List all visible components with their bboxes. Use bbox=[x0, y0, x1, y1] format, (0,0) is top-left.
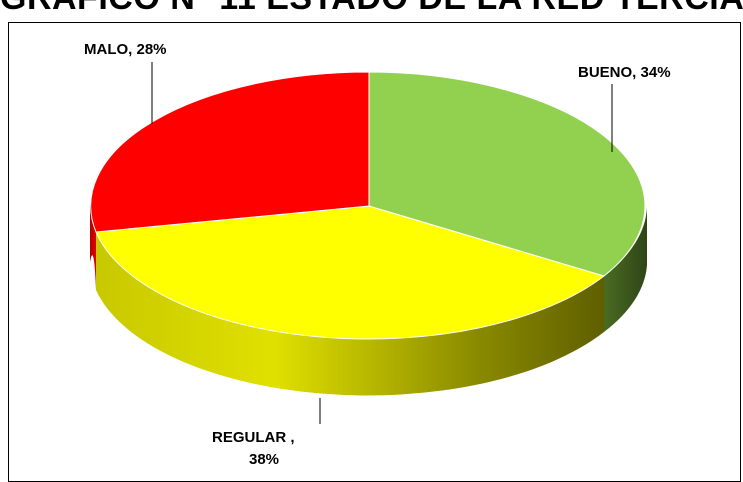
data-label-regular-line1: REGULAR , bbox=[212, 429, 295, 446]
data-label-regular-line2: 38% bbox=[249, 451, 279, 468]
slice-malo bbox=[91, 72, 369, 232]
data-label-malo: MALO, 28% bbox=[84, 41, 167, 58]
data-label-bueno: BUENO, 34% bbox=[578, 64, 671, 81]
